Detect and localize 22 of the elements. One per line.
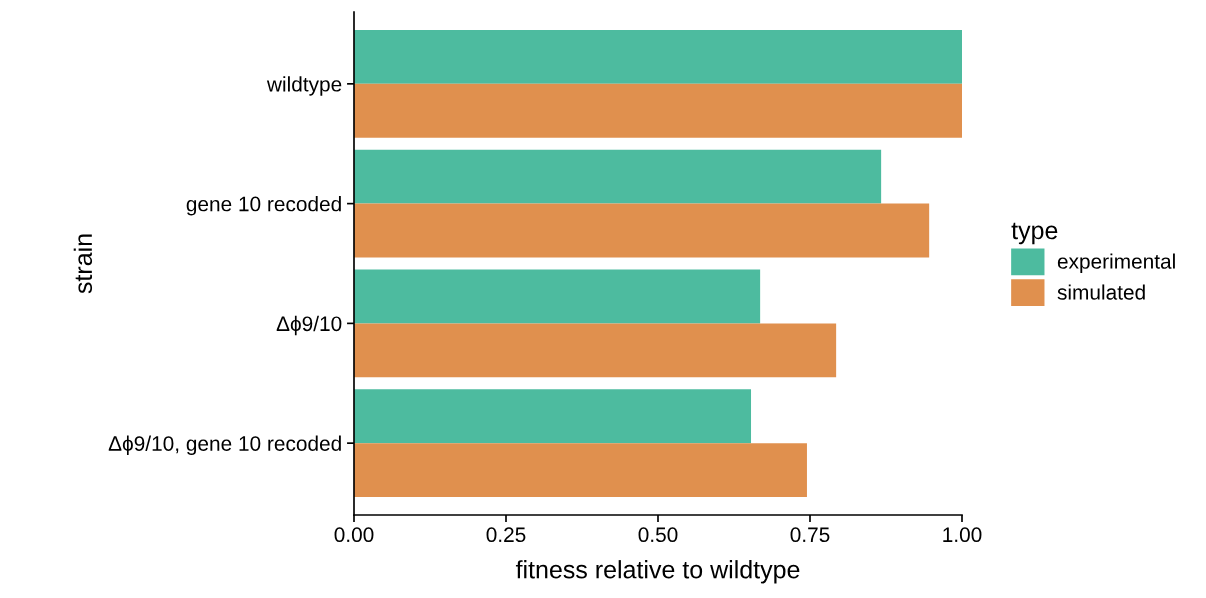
y-axis-title: strain — [73, 234, 93, 294]
y-tick-label: gene 10 recoded — [186, 196, 341, 216]
x-tick-label: 0.25 — [486, 527, 526, 543]
x-tick-label: 0.00 — [334, 527, 374, 543]
legend-label: simulated — [1057, 284, 1145, 300]
bar — [354, 269, 761, 324]
x-tick-label: 1.00 — [943, 527, 982, 543]
bar — [354, 83, 962, 138]
y-tick-label: wildtype — [266, 76, 342, 96]
bar — [354, 29, 962, 84]
bar — [354, 149, 882, 204]
x-tick-label: 0.50 — [638, 527, 678, 543]
bar — [354, 323, 837, 378]
y-tick-label: Δϕ9/10 — [276, 315, 342, 336]
bar — [354, 389, 752, 444]
legend-title: type — [1011, 222, 1058, 245]
y-tick-label: Δϕ9/10, gene 10 recoded — [108, 435, 341, 456]
x-axis-title: fitness relative to wildtype — [515, 560, 800, 584]
bar — [354, 443, 807, 498]
legend-label: experimental — [1057, 253, 1175, 273]
bar — [354, 203, 930, 258]
x-tick-label: 0.75 — [790, 527, 830, 543]
